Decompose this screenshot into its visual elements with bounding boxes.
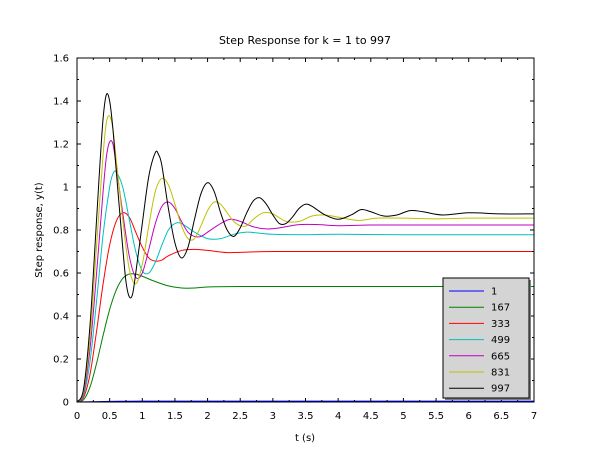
- legend: 1 167 333 499 665 831 997: [442, 277, 531, 400]
- y-tick-label: 0.6: [53, 269, 69, 280]
- legend-label-665: 665: [491, 351, 510, 362]
- x-axis-label: t (s): [295, 433, 315, 444]
- x-tick-label: 0: [74, 411, 80, 422]
- legend-label-997: 997: [491, 384, 510, 395]
- series-line-167: [76, 273, 534, 403]
- x-tick-label: 2: [204, 411, 210, 422]
- x-tick-label: 4.5: [363, 411, 379, 422]
- x-tick-label: 7: [531, 411, 537, 422]
- legend-label-1: 1: [491, 287, 497, 298]
- legend-label-499: 499: [491, 335, 510, 346]
- x-tick-label: 5: [400, 411, 406, 422]
- x-tick-label: 0.5: [102, 411, 118, 422]
- x-tick-label: 3.5: [298, 411, 314, 422]
- x-tick-label: 6: [466, 411, 472, 422]
- y-tick-label: 0: [63, 398, 69, 409]
- x-tick-label: 1: [139, 411, 145, 422]
- x-axis: 0 0.5 1 1.5 2 2.5 3 3.5 4 4.5 5 5.5 6 6.5 7: [74, 58, 537, 422]
- y-tick-label: 0.4: [53, 312, 69, 323]
- y-axis-label: Step response, y(t): [34, 182, 45, 277]
- y-tick-label: 1.6: [53, 54, 69, 65]
- series-line-499: [76, 170, 534, 403]
- y-axis: 0 0.2 0.4 0.6 0.8 1 1.2 1.4 1.6: [53, 54, 534, 409]
- y-tick-label: 0.2: [53, 355, 69, 366]
- y-tick-label: 1.4: [53, 97, 69, 108]
- y-tick-label: 0.8: [53, 226, 69, 237]
- x-tick-label: 5.5: [428, 411, 444, 422]
- legend-label-333: 333: [491, 319, 510, 330]
- legend-label-831: 831: [491, 368, 510, 379]
- x-tick-label: 4: [335, 411, 341, 422]
- y-tick-label: 1.2: [53, 140, 69, 151]
- y-tick-label: 1: [63, 183, 69, 194]
- legend-box: [442, 277, 530, 399]
- x-tick-label: 2.5: [232, 411, 248, 422]
- x-tick-label: 3: [270, 411, 276, 422]
- legend-label-167: 167: [491, 303, 510, 314]
- series-line-997: [76, 93, 535, 403]
- x-tick-label: 6.5: [493, 411, 509, 422]
- x-tick-label: 1.5: [167, 411, 183, 422]
- plot-lines: [76, 93, 535, 403]
- chart-title: Step Response for k = 1 to 997: [219, 34, 391, 47]
